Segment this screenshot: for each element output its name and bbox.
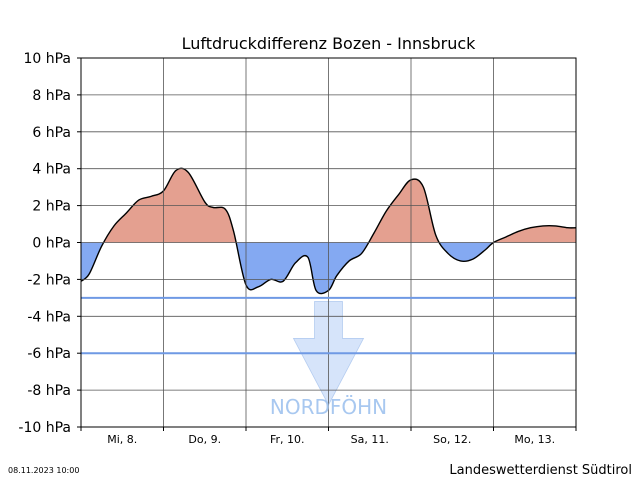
- timestamp-label: 08.11.2023 10:00: [8, 466, 80, 475]
- y-tick-label: 0 hPa: [32, 236, 71, 252]
- y-tick-label: -2 hPa: [27, 272, 71, 288]
- y-tick-label: 10 hPa: [23, 51, 71, 67]
- y-tick-label: -8 hPa: [27, 383, 71, 399]
- x-tick-label: Mo, 13.: [514, 433, 555, 446]
- positive-area: [81, 168, 576, 243]
- y-tick-label: -10 hPa: [18, 420, 71, 436]
- y-tick-label: 8 hPa: [32, 88, 71, 104]
- source-label: Landeswetterdienst Südtirol: [449, 463, 632, 478]
- y-tick-label: -6 hPa: [27, 346, 71, 362]
- x-tick-label: Mi, 8.: [107, 433, 137, 446]
- y-tick-label: -4 hPa: [27, 309, 71, 325]
- y-tick-label: 4 hPa: [32, 162, 71, 178]
- grid: [81, 58, 576, 427]
- x-tick-label: So, 12.: [433, 433, 471, 446]
- y-tick-label: 6 hPa: [32, 125, 71, 141]
- y-tick-label: 2 hPa: [32, 199, 71, 215]
- chart-title: Luftdruckdifferenz Bozen - Innsbruck: [182, 34, 477, 53]
- x-tick-label: Fr, 10.: [270, 433, 305, 446]
- x-tick-label: Do, 9.: [188, 433, 221, 446]
- x-tick-label: Sa, 11.: [351, 433, 389, 446]
- nordfoehn-label: NORDFÖHN: [270, 395, 387, 419]
